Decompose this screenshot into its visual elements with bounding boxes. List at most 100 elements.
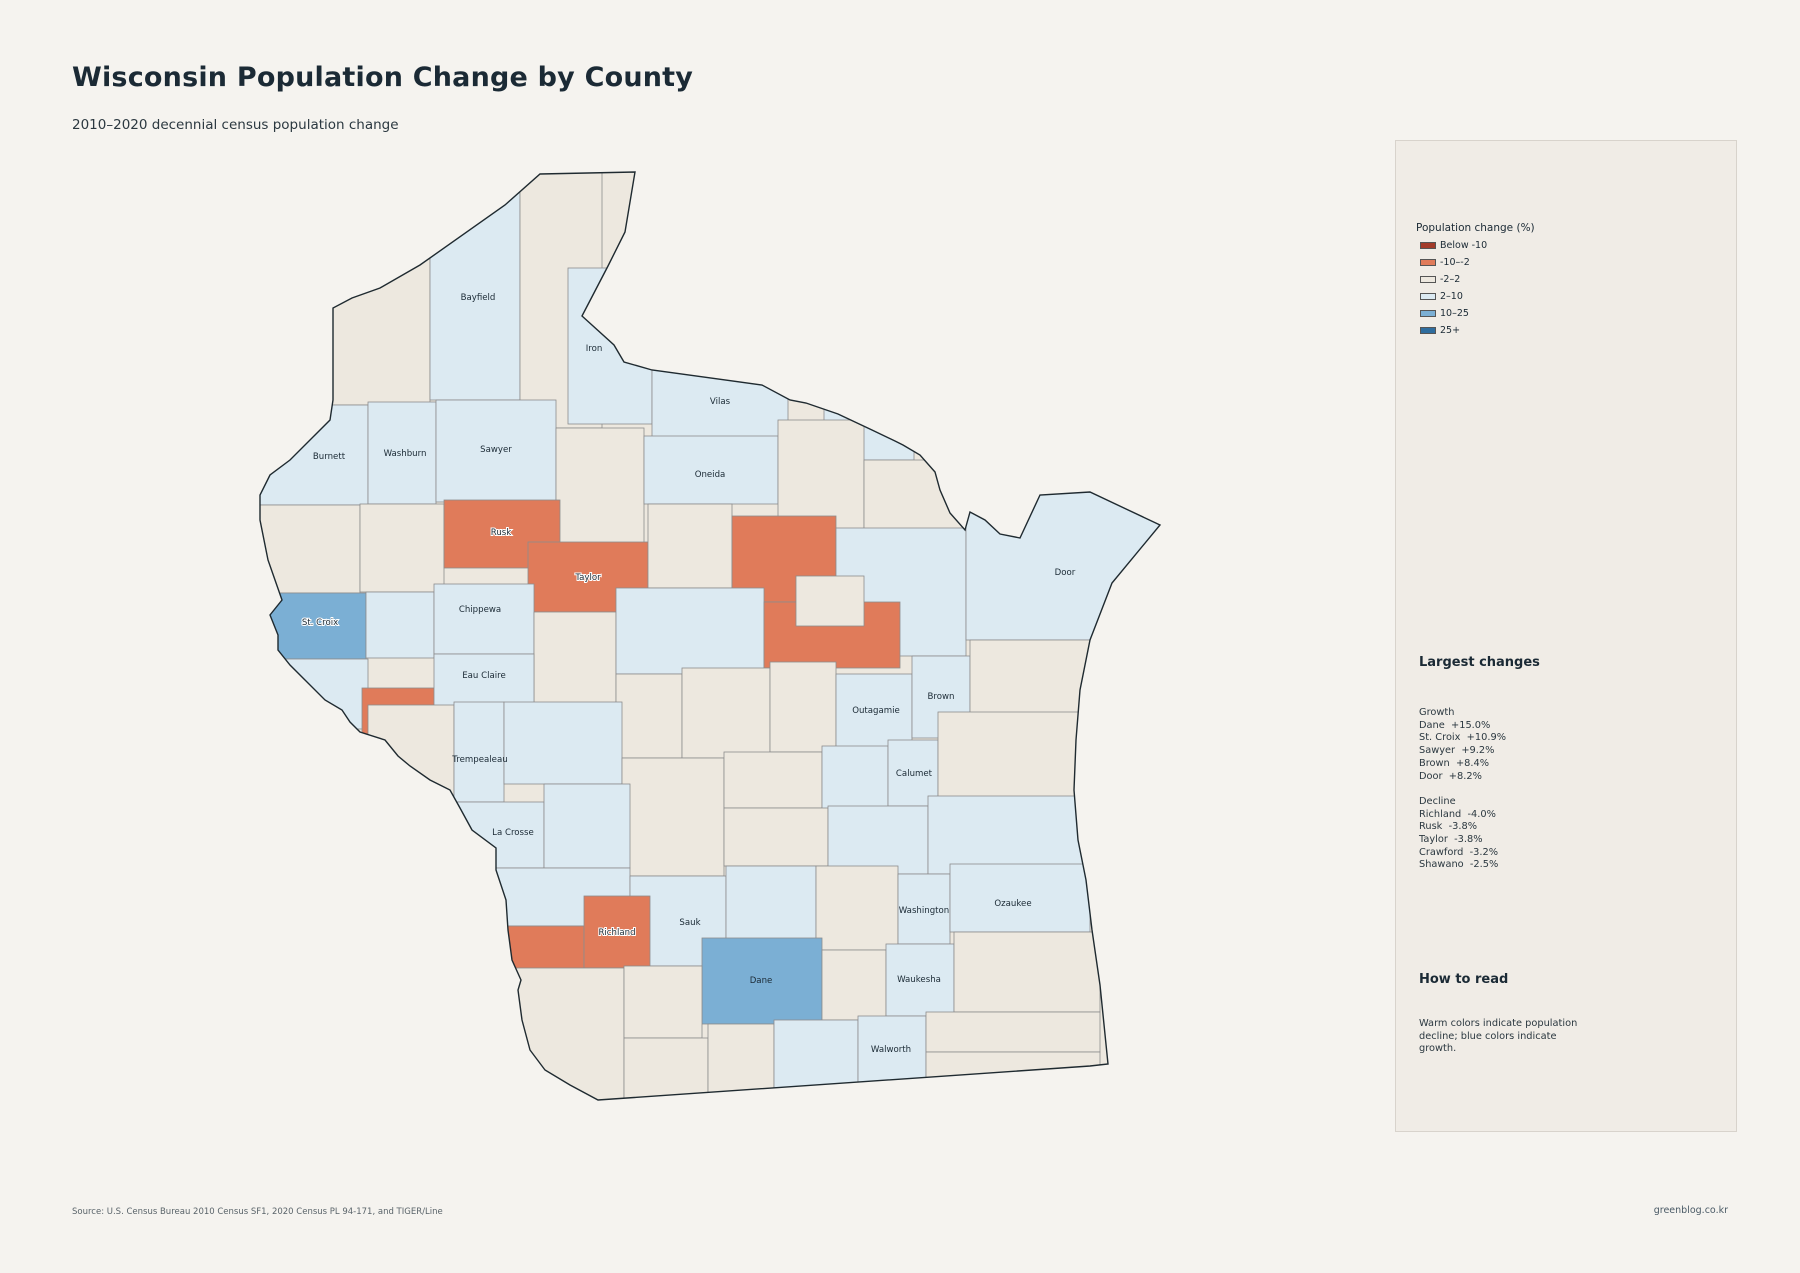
legend-title: Population change (%) [1416, 222, 1535, 234]
legend-item-2-to-10: 2–10 [1420, 291, 1463, 303]
county-washington[interactable] [897, 873, 951, 945]
decline-item: Rusk -3.8% [1419, 821, 1478, 833]
county-labels: Bayfield Iron Vilas Burnett Washburn Saw… [301, 293, 1076, 1055]
county-lafayette[interactable] [623, 1037, 709, 1108]
legend-swatch [1420, 276, 1436, 283]
growth-item: Sawyer +9.2% [1419, 745, 1495, 757]
county-dunn[interactable] [365, 591, 435, 659]
label-door: Door [1055, 568, 1076, 578]
county-iron[interactable] [567, 267, 653, 425]
decline-item: Taylor -3.8% [1419, 834, 1483, 846]
label-oneida: Oneida [695, 470, 726, 480]
legend-swatch [1420, 259, 1436, 266]
county-chippewa[interactable] [433, 583, 535, 655]
county-dodge[interactable] [815, 865, 899, 951]
county-juneau[interactable] [621, 757, 725, 877]
decline-label: Decline [1419, 795, 1456, 807]
decline-item: Crawford -3.2% [1419, 846, 1499, 858]
label-richland: Richland [598, 928, 635, 938]
county-price[interactable] [555, 427, 645, 545]
label-chippewa: Chippewa [459, 605, 501, 615]
map-subtitle: 2010–2020 decennial census population ch… [72, 117, 399, 133]
how-to-read-text: Warm colors indicate population decline;… [1419, 1018, 1578, 1055]
label-sawyer: Sawyer [480, 445, 512, 455]
label-vilas: Vilas [710, 397, 731, 407]
county-kewaunee[interactable] [969, 639, 1101, 723]
legend-swatch [1420, 242, 1436, 249]
county-racine[interactable] [925, 1011, 1101, 1053]
county-ozaukee[interactable] [949, 863, 1091, 933]
growth-item: St. Croix +10.9% [1419, 732, 1507, 744]
how-to-read-heading: How to read [1419, 972, 1509, 987]
county-portage[interactable] [681, 667, 771, 759]
county-winnebago[interactable] [821, 745, 889, 817]
county-marquette[interactable] [723, 807, 829, 867]
county-fond-du-lac[interactable] [827, 805, 929, 875]
label-st-croix: St. Croix [302, 618, 338, 628]
county-green[interactable] [707, 1023, 775, 1108]
label-washburn: Washburn [384, 449, 427, 459]
county-milwaukee[interactable] [953, 931, 1101, 1013]
county-door[interactable] [965, 479, 1166, 641]
label-outagamie: Outagamie [852, 706, 900, 716]
county-douglas [319, 239, 431, 406]
county-jefferson[interactable] [821, 949, 887, 1021]
county-jackson[interactable] [503, 701, 623, 785]
county-oneida[interactable] [643, 435, 779, 505]
county-iowa[interactable] [623, 965, 703, 1039]
county-burnett[interactable] [250, 404, 369, 506]
county-wood[interactable] [615, 673, 683, 759]
largest-changes-heading: Largest changes [1419, 655, 1540, 670]
county-eau-claire[interactable] [433, 653, 535, 707]
legend-item-10-to-25: 10–25 [1420, 308, 1469, 320]
county-buffalo[interactable] [367, 704, 455, 816]
county-pierce[interactable] [250, 658, 369, 730]
county-forest[interactable] [777, 419, 865, 531]
county-trempealeau[interactable] [453, 701, 505, 803]
county-columbia[interactable] [725, 865, 817, 943]
county-polk[interactable] [250, 504, 361, 594]
largest-changes-list: Growth Dane +15.0% St. Croix +10.9% Sawy… [1419, 707, 1506, 872]
legend-swatch [1420, 310, 1436, 317]
label-bayfield: Bayfield [461, 293, 496, 303]
label-sauk: Sauk [679, 918, 700, 928]
county-monroe[interactable] [543, 783, 631, 869]
county-menominee[interactable] [795, 575, 865, 627]
county-adams[interactable] [723, 751, 823, 809]
legend-swatch [1420, 327, 1436, 334]
county-dane[interactable] [701, 937, 823, 1025]
label-iron: Iron [586, 344, 603, 354]
growth-item: Brown +8.4% [1419, 757, 1490, 769]
label-washington: Washington [899, 906, 950, 916]
label-brown: Brown [928, 692, 955, 702]
county-manitowoc[interactable] [937, 711, 1099, 809]
map-title: Wisconsin Population Change by County [72, 62, 694, 93]
county-rock[interactable] [773, 1019, 859, 1108]
county-walworth[interactable] [857, 1015, 927, 1108]
credit-link[interactable]: greenblog.co.kr [1653, 1205, 1728, 1216]
label-trempealeau: Trempealeau [451, 755, 507, 765]
county-washburn[interactable] [367, 401, 437, 505]
label-waukesha: Waukesha [897, 975, 941, 985]
county-kenosha[interactable] [925, 1051, 1101, 1108]
legend-item-minus-2-to-2: -2–2 [1420, 274, 1461, 286]
county-lincoln[interactable] [647, 503, 733, 589]
county-marathon[interactable] [615, 587, 765, 675]
label-taylor: Taylor [574, 573, 601, 583]
source-note: Source: U.S. Census Bureau 2010 Census S… [72, 1207, 443, 1217]
label-rusk: Rusk [491, 528, 512, 538]
county-waupaca[interactable] [769, 661, 837, 753]
growth-item: Dane +15.0% [1419, 719, 1491, 731]
label-eau-claire: Eau Claire [462, 671, 506, 681]
county-sheboygan[interactable] [927, 795, 1089, 875]
legend-label: -2–2 [1440, 274, 1461, 285]
label-ozaukee: Ozaukee [994, 899, 1031, 909]
county-calumet[interactable] [887, 739, 939, 807]
label-calumet: Calumet [896, 769, 933, 779]
county-sawyer[interactable] [435, 399, 557, 503]
county-richland[interactable] [583, 895, 651, 969]
legend-label: 25+ [1440, 325, 1461, 336]
label-walworth: Walworth [871, 1045, 911, 1055]
county-barron[interactable] [359, 503, 445, 593]
